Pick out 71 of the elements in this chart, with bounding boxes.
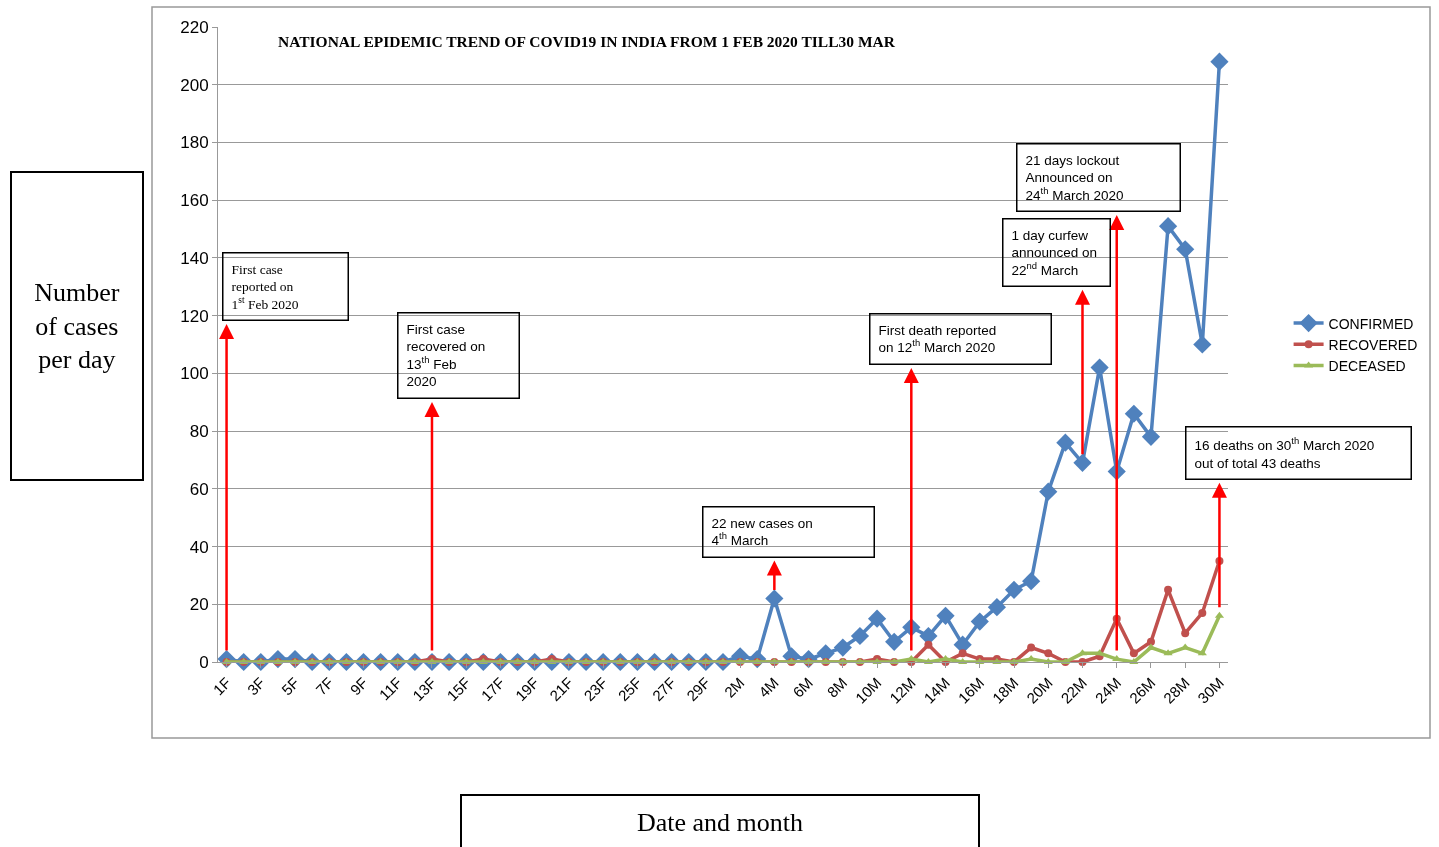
point	[924, 640, 933, 649]
x-tick-label: 6M	[789, 673, 817, 701]
x-tick-label: 29F	[683, 673, 714, 705]
x-tick-label: 8M	[823, 673, 851, 701]
point	[1044, 649, 1053, 658]
x-tick-label: 1F	[209, 673, 234, 699]
point	[1198, 608, 1207, 617]
annotation: 21 days lockout Announced on 24$^{th}$ March 2020	[1025, 152, 1124, 203]
y-tick-label: 60	[189, 479, 209, 499]
x-tick-label: 5F	[278, 673, 303, 699]
x-tick-label: 27F	[648, 673, 680, 705]
y-tick-label: 40	[189, 537, 209, 557]
point	[970, 612, 989, 631]
point	[1027, 643, 1036, 652]
annotation: First case reported on 1$^{st}$ Feb 2020	[231, 261, 299, 312]
y-tick-label: 20	[189, 595, 209, 615]
point	[1129, 649, 1138, 658]
x-tick-label: 23F	[580, 673, 611, 705]
x-tick-label: 19F	[511, 673, 543, 705]
annotation: First death reported on 12$^{th}$ March 2020	[878, 322, 997, 356]
point	[850, 626, 870, 646]
point	[1124, 404, 1143, 423]
point	[1073, 453, 1092, 472]
point	[1158, 217, 1178, 236]
y-tick-label: 140	[180, 248, 209, 268]
point	[1181, 629, 1190, 638]
y-tick-label: 180	[180, 133, 209, 153]
legend-label: DECEASED	[1328, 357, 1406, 374]
point	[885, 632, 904, 651]
point	[987, 598, 1006, 617]
x-tick-label: 2M	[720, 673, 748, 701]
point	[1141, 427, 1161, 446]
point	[765, 589, 784, 608]
x-tick-label: 7F	[312, 673, 337, 699]
legend-label: RECOVERED	[1328, 336, 1418, 353]
annotation: 1 day curfew announced on 22$^{nd}$ March	[1011, 227, 1098, 278]
y-tick-label: 0	[199, 652, 209, 672]
point	[1004, 580, 1024, 599]
x-tick-label: 13F	[409, 673, 440, 705]
annotation: 16 deaths on 30$^{th}$ March 2020 out of total 43 deaths	[1194, 435, 1375, 471]
x-tick-label: 3F	[243, 673, 269, 699]
x-tick-label: 11F	[375, 673, 406, 704]
point	[1193, 335, 1212, 354]
y-tick-label: 200	[180, 75, 209, 95]
y-tick-label: 160	[180, 191, 209, 211]
point	[1039, 482, 1058, 501]
chart-title: NATIONAL EPIDEMIC TREND OF COVID19 IN INDIA FROM 1 FEB 2020 TILL30 MAR	[278, 33, 896, 51]
y-tick-label: 220	[180, 17, 209, 37]
legend-label: CONFIRMED	[1328, 315, 1414, 332]
point	[833, 638, 852, 657]
x-tick-label: 21F	[546, 673, 577, 705]
annotation: First case recovered on 13$^{th}$ Feb 2020	[406, 321, 486, 390]
point	[936, 606, 955, 625]
y-axis-title: Number of cases per day	[34, 277, 120, 375]
x-tick-label: 25F	[614, 673, 645, 705]
point	[958, 649, 967, 658]
point	[1210, 52, 1229, 71]
x-tick-label: 9F	[346, 673, 371, 699]
point	[1022, 572, 1041, 591]
x-axis-title: Date and month	[636, 807, 804, 837]
x-tick-label: 4M	[755, 673, 782, 701]
point	[867, 609, 887, 628]
y-tick-label: 80	[189, 422, 209, 442]
point	[1056, 433, 1075, 452]
x-tick-label: 17F	[477, 673, 508, 705]
y-tick-label: 120	[180, 306, 209, 326]
point	[1176, 240, 1195, 259]
y-tick-label: 100	[180, 364, 209, 384]
x-tick-label: 15F	[443, 673, 474, 705]
annotation: 22 new cases on 4$^{th}$ March	[711, 515, 813, 549]
point	[1164, 585, 1173, 594]
